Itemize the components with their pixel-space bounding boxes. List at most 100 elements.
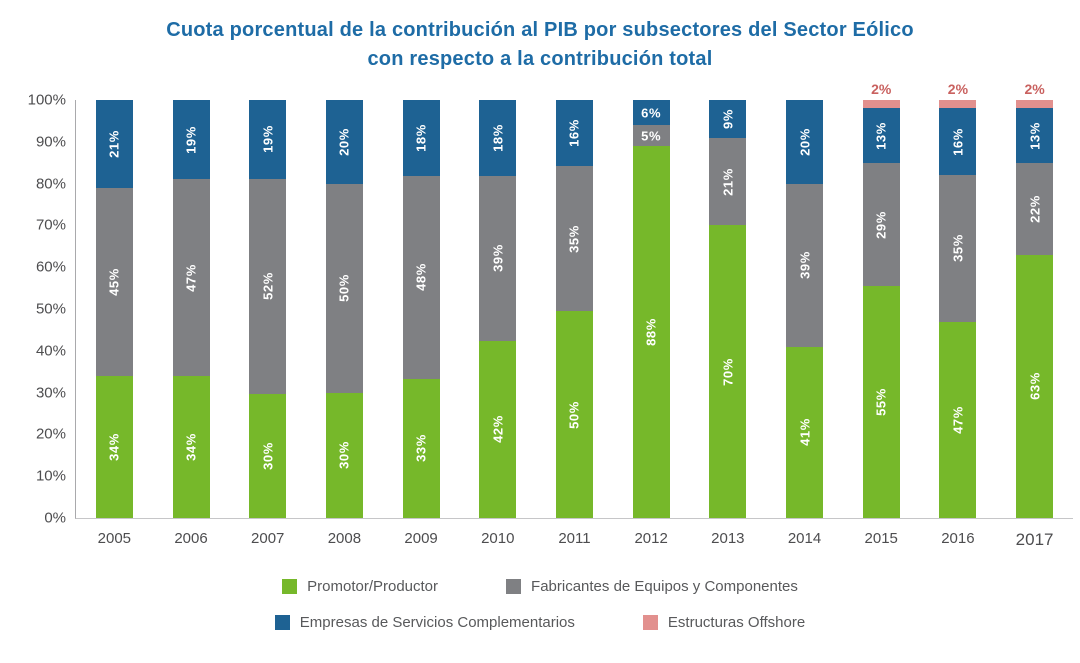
bar-segment: 22% bbox=[1016, 162, 1054, 255]
bar-segment: 55% bbox=[862, 285, 900, 518]
bar-segment: 21% bbox=[95, 100, 133, 188]
bar-segment: 48% bbox=[402, 176, 440, 379]
bar-segment: 30% bbox=[325, 392, 363, 518]
bar-segment: 39% bbox=[479, 176, 517, 341]
bar-value-label: 2% bbox=[871, 81, 892, 97]
bar-segment: 16% bbox=[939, 108, 977, 176]
bar-value-label: 16% bbox=[950, 127, 966, 156]
plot-area: 100% 90% 80% 70% 60% 50% 40% 30% 20% 10% 0% 34% 45%… bbox=[28, 81, 1073, 549]
bar-value-label: 13% bbox=[873, 121, 889, 150]
bar-segment: 47% bbox=[939, 321, 977, 518]
bar-segment: 50% bbox=[555, 311, 593, 518]
bar-segment: 34% bbox=[95, 375, 133, 518]
bar-group-2011: 50% 35% 16% 2011 bbox=[536, 100, 613, 547]
bars-container: 34% 45% 21% 2005 34% 47% 19% 2006 30% 52% 19% 2007 3… bbox=[76, 81, 1073, 549]
stacked-bar: 41% 39% 20% bbox=[786, 100, 824, 518]
bar-value-label: 33% bbox=[413, 434, 429, 463]
bar-segment: 42% bbox=[479, 340, 517, 518]
x-tick-label: 2011 bbox=[558, 530, 591, 547]
bar-segment: 13% bbox=[1016, 108, 1054, 163]
bar-value-label: 70% bbox=[720, 357, 736, 386]
bar-segment: 34% bbox=[172, 375, 210, 518]
x-tick-label: 2008 bbox=[327, 530, 362, 547]
bar-value-label: 30% bbox=[260, 442, 276, 470]
bar-value-label: 18% bbox=[413, 124, 429, 152]
stacked-bar: 63% 22% 13% 2% bbox=[1016, 81, 1054, 518]
bar-value-label: 18% bbox=[490, 124, 506, 152]
bar-group-2006: 34% 47% 19% 2006 bbox=[153, 100, 230, 547]
bar-value-label: 9% bbox=[720, 108, 736, 129]
stacked-bar: 34% 47% 19% bbox=[172, 100, 210, 518]
x-tick-label: 2009 bbox=[404, 530, 438, 547]
y-tick-label: 40% bbox=[35, 342, 66, 360]
x-tick-label: 2006 bbox=[174, 530, 208, 547]
legend-label: Promotor/Productor bbox=[307, 578, 439, 595]
bar-segment: 16% bbox=[555, 100, 593, 167]
y-tick-label: 0% bbox=[44, 509, 66, 527]
bar-value-label: 42% bbox=[490, 415, 506, 444]
y-tick-label: 70% bbox=[35, 216, 66, 234]
bar-segment: 18% bbox=[402, 100, 440, 176]
x-tick-label: 2010 bbox=[481, 530, 515, 547]
bar-segment: 21% bbox=[709, 137, 747, 226]
bar-group-2017: 63% 22% 13% 2% 2017 bbox=[996, 81, 1073, 549]
x-tick-label: 2014 bbox=[787, 530, 822, 547]
bar-value-label: 47% bbox=[183, 263, 199, 292]
bar-value-label: 21% bbox=[720, 167, 736, 196]
bar-value-label: 48% bbox=[413, 263, 429, 292]
legend-swatch-icon bbox=[506, 579, 522, 594]
bar-segment: 30% bbox=[249, 393, 287, 518]
legend-item: Promotor/Productor bbox=[282, 578, 438, 595]
bar-value-label: 35% bbox=[950, 234, 966, 263]
bar-group-2012: 88% 5% 6% 2012 bbox=[613, 100, 690, 547]
bar-group-2013: 70% 21% 9% 2013 bbox=[690, 100, 767, 547]
bar-segment: 39% bbox=[786, 183, 824, 347]
legend-row: Empresas de Servicios Complementarios Est… bbox=[0, 614, 1080, 631]
bar-segment: 6% bbox=[632, 100, 670, 126]
stacked-bar: 42% 39% 18% bbox=[479, 100, 517, 518]
bar-segment: 33% bbox=[402, 378, 440, 518]
bar-value-label: 35% bbox=[566, 224, 582, 253]
bar-group-2010: 42% 39% 18% 2010 bbox=[459, 100, 536, 547]
x-tick-label: 2016 bbox=[941, 530, 975, 547]
y-tick-label: 20% bbox=[35, 425, 66, 443]
legend-item: Estructuras Offshore bbox=[642, 614, 805, 631]
bar-segment: 5% bbox=[632, 125, 670, 147]
y-tick-label: 80% bbox=[35, 175, 66, 193]
y-tick-label: 30% bbox=[35, 384, 66, 402]
x-tick-label: 2007 bbox=[251, 530, 285, 547]
bar-value-label: 5% bbox=[641, 128, 662, 144]
bar-group-2005: 34% 45% 21% 2005 bbox=[76, 100, 153, 547]
legend-item: Empresas de Servicios Complementarios bbox=[274, 614, 575, 631]
stacked-bar: 50% 35% 16% bbox=[555, 100, 593, 518]
bar-value-label: 13% bbox=[1027, 121, 1043, 150]
stacked-bar: 47% 35% 16% 2% bbox=[939, 81, 977, 518]
bar-segment: 20% bbox=[786, 100, 824, 184]
chart-title-line2: con respecto a la contribución total bbox=[367, 48, 713, 70]
legend-swatch-icon bbox=[642, 615, 658, 630]
y-tick-label: 10% bbox=[35, 467, 66, 485]
bar-value-label: 20% bbox=[797, 127, 813, 156]
bar-segment: 19% bbox=[249, 100, 287, 179]
x-tick-label: 2015 bbox=[864, 530, 898, 547]
bar-segment: 63% bbox=[1016, 254, 1054, 518]
bar-value-label: 50% bbox=[336, 274, 352, 303]
bar-value-label: 21% bbox=[106, 129, 122, 158]
legend-label: Fabricantes de Equipos y Componentes bbox=[531, 578, 798, 595]
bar-value-label: 34% bbox=[106, 433, 122, 461]
bar-value-label: 34% bbox=[183, 433, 199, 461]
stacked-bar: 88% 5% 6% bbox=[632, 100, 670, 518]
bar-value-label: 22% bbox=[1027, 194, 1043, 223]
bar-segment: 88% bbox=[632, 146, 670, 518]
bar-group-2014: 41% 39% 20% 2014 bbox=[766, 100, 843, 547]
y-tick-label: 50% bbox=[35, 300, 66, 318]
bar-segment: 47% bbox=[172, 179, 210, 376]
bar-segment: 52% bbox=[249, 178, 287, 394]
bar-value-label: 41% bbox=[797, 418, 813, 447]
bar-value-label: 52% bbox=[260, 272, 276, 301]
bar-segment: 9% bbox=[709, 100, 747, 138]
bar-segment: 45% bbox=[95, 187, 133, 376]
y-tick-label: 90% bbox=[35, 133, 66, 151]
legend: Promotor/Productor Fabricantes de Equipos… bbox=[0, 578, 1080, 631]
